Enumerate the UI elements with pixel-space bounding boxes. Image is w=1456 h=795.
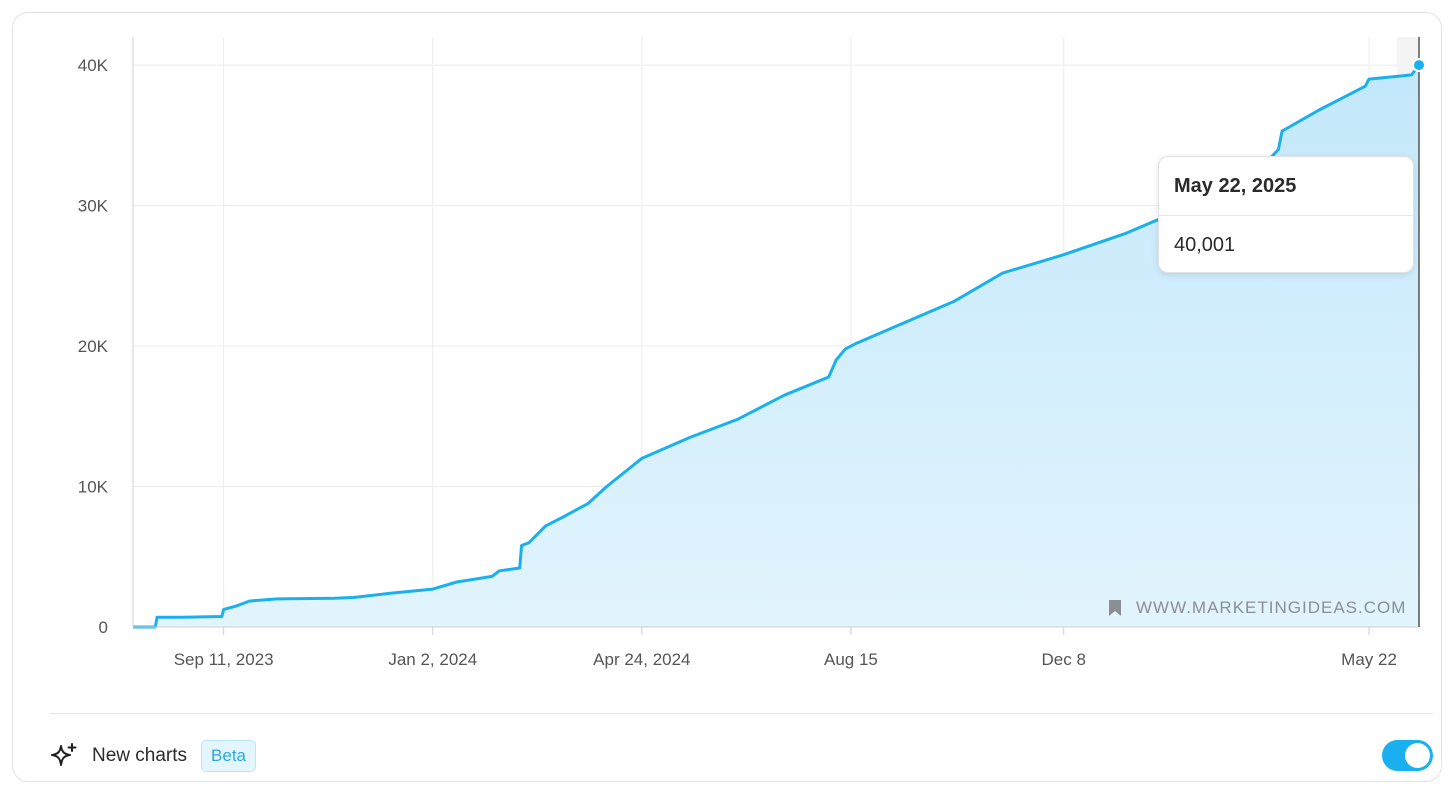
x-tick-label: Dec 8	[1042, 650, 1086, 669]
x-tick-labels: Sep 11, 2023 Jan 2, 2024 Apr 24, 2024 Aug 1…	[174, 627, 1397, 669]
x-tick-label: Aug 15	[824, 650, 878, 669]
watermark-text: WWW.MARKETINGIDEAS.COM	[1136, 598, 1407, 617]
hover-point	[1412, 58, 1426, 73]
y-tick-label: 20K	[78, 337, 109, 356]
area-fill	[133, 65, 1419, 628]
y-tick-label: 0	[99, 618, 108, 637]
tooltip-value: 40,001	[1174, 234, 1236, 256]
x-tick-label: May 22	[1341, 650, 1397, 669]
x-tick-label: Apr 24, 2024	[593, 650, 690, 669]
x-tick-label: Sep 11, 2023	[174, 650, 274, 669]
chart-card: 0 10K 20K 30K 40K Sep 11, 2023 Jan 2, 2024 Apr…	[12, 12, 1442, 782]
tooltip-date: May 22, 2025	[1174, 175, 1297, 197]
x-tick-label: Jan 2, 2024	[388, 650, 477, 669]
y-tick-label: 40K	[78, 56, 109, 75]
y-tick-labels: 0 10K 20K 30K 40K	[78, 56, 109, 637]
footer-divider	[50, 713, 1433, 714]
toggle-knob	[1405, 743, 1430, 768]
new-charts-control: New charts Beta	[50, 739, 257, 773]
new-charts-toggle[interactable]	[1382, 740, 1433, 771]
sparkle-icon	[51, 743, 77, 766]
y-tick-label: 10K	[78, 478, 109, 497]
chart-tooltip: May 22, 2025 40,001	[1158, 156, 1414, 273]
tooltip-divider	[1159, 215, 1413, 216]
y-tick-label: 30K	[78, 197, 109, 216]
beta-badge: Beta	[201, 740, 257, 772]
watermark: WWW.MARKETINGIDEAS.COM	[1108, 598, 1406, 618]
bookmark-icon	[1109, 600, 1121, 616]
new-charts-label: New charts	[92, 745, 188, 766]
